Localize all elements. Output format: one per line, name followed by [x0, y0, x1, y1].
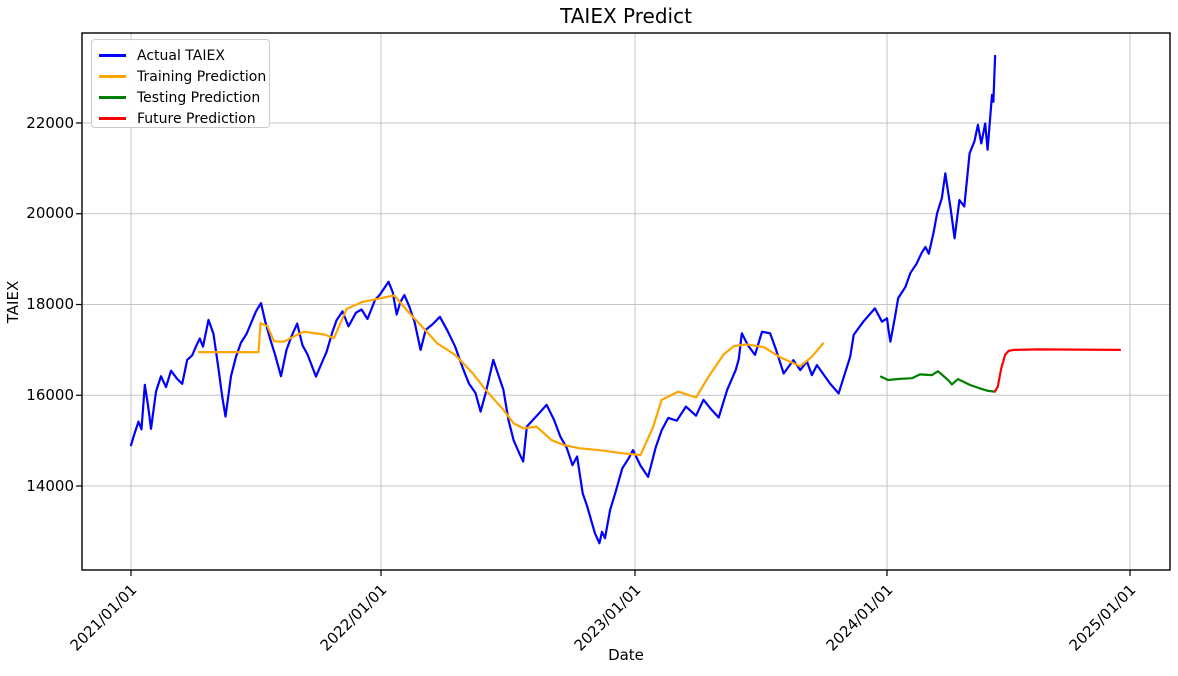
- legend-label-actual-taiex: Actual TAIEX: [137, 47, 225, 64]
- y-tick-label-18000: 18000: [26, 295, 74, 313]
- legend-line-training-prediction: [99, 75, 126, 78]
- series-line-testing-prediction: [879, 370, 996, 393]
- series-line-actual-taiex: [129, 54, 997, 545]
- y-tick-label-14000: 14000: [26, 477, 74, 495]
- legend-item-testing-prediction: Testing Prediction: [99, 87, 269, 108]
- y-tick-label-20000: 20000: [26, 204, 74, 222]
- legend: Actual TAIEX Training Prediction Testing…: [91, 39, 270, 128]
- legend-item-actual-taiex: Actual TAIEX: [99, 45, 269, 66]
- chart-title: TAIEX Predict: [560, 4, 692, 28]
- legend-item-future-prediction: Future Prediction: [99, 108, 269, 129]
- legend-item-training-prediction: Training Prediction: [99, 66, 269, 87]
- legend-line-testing-prediction: [99, 96, 126, 99]
- plot-frame: [81, 32, 1171, 571]
- y-tick-label-16000: 16000: [26, 386, 74, 404]
- legend-line-future-prediction: [99, 117, 126, 120]
- series-line-future-prediction: [993, 348, 1122, 393]
- legend-label-training-prediction: Training Prediction: [137, 68, 267, 85]
- x-axis-label: Date: [608, 646, 644, 664]
- legend-line-actual-taiex: [99, 54, 126, 57]
- series-line-training-prediction: [197, 294, 825, 457]
- legend-label-future-prediction: Future Prediction: [137, 110, 256, 127]
- y-tick-label-22000: 22000: [26, 114, 74, 132]
- legend-label-testing-prediction: Testing Prediction: [137, 89, 261, 106]
